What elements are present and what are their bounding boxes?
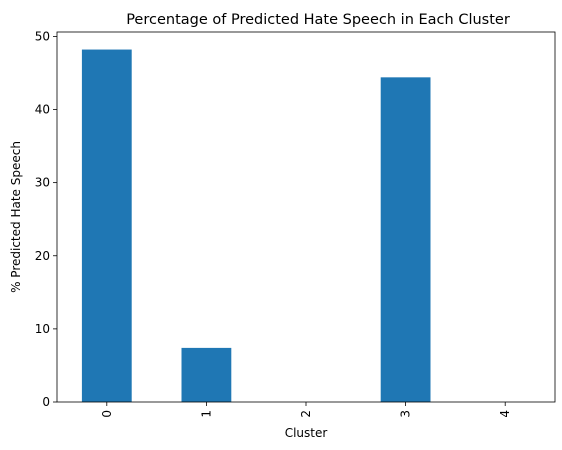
x-tick-label: 4 [498, 410, 512, 418]
x-axis: 0 1 2 3 4 [100, 402, 512, 418]
x-tick-label: 3 [399, 410, 413, 418]
plot-frame [56, 31, 556, 403]
y-tick-label: 40 [35, 103, 50, 117]
bar-cluster-1 [181, 347, 232, 402]
x-tick-label: 1 [199, 410, 213, 418]
y-tick-label: 50 [35, 29, 50, 43]
y-axis-label: % Predicted Hate Speech [9, 141, 23, 293]
chart-title: Percentage of Predicted Hate Speech in E… [126, 12, 510, 28]
y-tick-label: 10 [35, 322, 50, 336]
bars [81, 49, 431, 402]
x-tick-label: 2 [299, 410, 313, 418]
y-axis: 0 10 20 30 40 50 [35, 29, 57, 409]
bar-cluster-0 [81, 49, 132, 402]
y-tick-label: 20 [35, 249, 50, 263]
y-tick-label: 30 [35, 176, 50, 190]
x-axis-label: Cluster [285, 426, 328, 440]
bar-cluster-3 [380, 77, 431, 402]
x-tick-label: 0 [100, 410, 114, 418]
y-tick-label: 0 [42, 395, 50, 409]
